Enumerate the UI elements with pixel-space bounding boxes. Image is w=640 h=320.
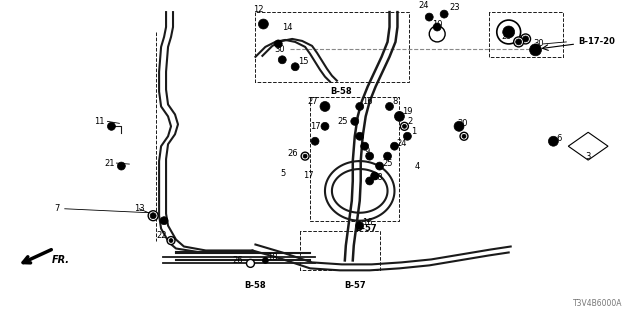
Text: 27: 27 [307,97,318,106]
Circle shape [529,44,541,56]
Text: 18: 18 [268,253,278,262]
Text: 25: 25 [337,117,348,126]
Text: 12: 12 [253,5,264,14]
Circle shape [351,117,359,125]
Circle shape [117,162,125,170]
Circle shape [514,37,524,47]
Circle shape [356,132,364,140]
Circle shape [365,177,374,185]
Text: 30: 30 [534,39,544,48]
Circle shape [497,20,520,44]
Circle shape [148,211,158,221]
Text: 4: 4 [414,162,420,171]
Circle shape [429,26,445,42]
Text: 3: 3 [586,152,591,161]
Text: 10: 10 [431,20,442,28]
Text: 26: 26 [287,149,298,158]
Circle shape [403,132,412,140]
Circle shape [371,172,379,180]
Circle shape [275,40,282,48]
Text: B-57: B-57 [355,224,376,233]
Text: 8: 8 [392,97,398,106]
Text: 6: 6 [556,134,562,143]
Text: T3V4B6000A: T3V4B6000A [573,299,623,308]
Text: 13: 13 [134,204,145,213]
Text: 26: 26 [232,256,243,265]
Circle shape [160,217,168,225]
Circle shape [523,36,529,42]
Text: 2: 2 [408,117,413,126]
Text: 30: 30 [275,45,285,54]
Text: B-57: B-57 [344,281,365,290]
Circle shape [385,102,394,110]
Circle shape [169,239,173,243]
Circle shape [548,136,558,146]
Circle shape [356,222,364,230]
Text: 24: 24 [419,1,429,10]
Text: B-58: B-58 [244,281,266,290]
Circle shape [108,122,115,130]
Text: 20: 20 [457,119,468,128]
Text: 15: 15 [298,57,308,66]
Text: B-17-20: B-17-20 [578,37,615,46]
Text: 25: 25 [383,159,393,168]
Circle shape [454,121,464,131]
Text: 29: 29 [501,32,511,42]
Text: 23: 23 [449,3,460,12]
Circle shape [278,56,286,64]
Circle shape [425,13,433,21]
Circle shape [246,260,255,268]
Text: 14: 14 [282,22,292,31]
Circle shape [303,154,307,158]
Circle shape [383,152,392,160]
Circle shape [311,137,319,145]
Text: 1: 1 [412,127,417,136]
Text: 17: 17 [310,122,321,131]
Circle shape [262,257,268,263]
Circle shape [401,122,408,130]
Circle shape [361,142,369,150]
Text: 22: 22 [156,231,166,240]
Circle shape [394,111,404,121]
Circle shape [520,34,531,44]
Text: 17: 17 [303,172,314,180]
Text: 16: 16 [362,218,372,227]
Circle shape [516,39,522,45]
Circle shape [365,152,374,160]
Circle shape [320,101,330,111]
Text: 28: 28 [372,173,383,182]
Text: 7: 7 [54,204,60,213]
Text: 19: 19 [403,107,413,116]
Circle shape [376,162,383,170]
Text: 21: 21 [104,159,115,168]
Text: B-58: B-58 [330,87,351,96]
Text: 9: 9 [364,147,370,156]
Circle shape [301,152,309,160]
Circle shape [460,132,468,140]
Circle shape [167,236,175,244]
Circle shape [321,122,329,130]
Circle shape [259,19,268,29]
Circle shape [503,26,515,38]
Text: 16: 16 [362,97,372,106]
Circle shape [462,134,466,138]
Circle shape [433,23,441,31]
Circle shape [291,63,299,71]
Text: 5: 5 [280,169,285,178]
Circle shape [440,10,448,18]
Circle shape [356,102,364,110]
Circle shape [403,124,406,128]
Text: FR.: FR. [52,255,70,265]
Circle shape [390,142,399,150]
Circle shape [150,213,156,219]
Text: 24: 24 [396,139,407,148]
Text: 11: 11 [94,117,104,126]
